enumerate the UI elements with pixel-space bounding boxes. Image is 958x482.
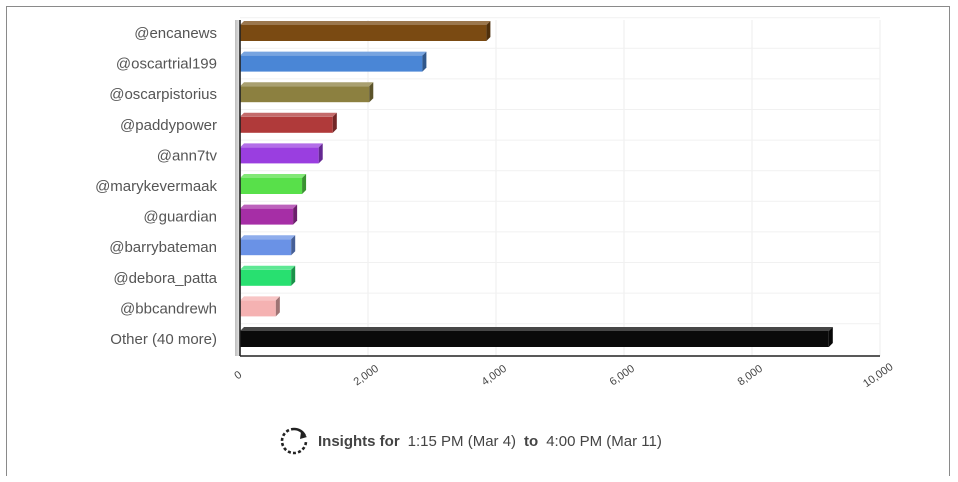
chart-frame bbox=[6, 6, 950, 476]
bar[interactable] bbox=[240, 296, 280, 317]
category-label: @oscarpistorius bbox=[109, 86, 217, 103]
insights-footer: Insights for 1:15 PM (Mar 4) to 4:00 PM … bbox=[278, 424, 662, 458]
bar-side bbox=[828, 327, 833, 347]
bar[interactable] bbox=[240, 112, 337, 133]
bar-side bbox=[291, 235, 296, 256]
bar-side bbox=[332, 112, 337, 133]
bar-side bbox=[486, 21, 491, 41]
bar[interactable] bbox=[240, 235, 296, 256]
category-labels: @encanews @oscartrial199 @oscarpistorius @p… bbox=[95, 25, 218, 348]
category-label: @debora_patta bbox=[113, 270, 217, 287]
bar-top bbox=[240, 235, 296, 240]
category-label: @oscartrial199 bbox=[116, 56, 217, 73]
insights-prefix: Insights for bbox=[318, 432, 400, 450]
insights-start: 1:15 PM (Mar 4) bbox=[407, 432, 517, 450]
x-tick-label: 10,000 bbox=[861, 361, 895, 390]
insights-end: 4:00 PM (Mar 11) bbox=[546, 432, 662, 450]
bar-top bbox=[240, 327, 833, 331]
bar-face bbox=[240, 331, 829, 347]
bar-side bbox=[293, 204, 298, 225]
bar[interactable] bbox=[240, 51, 427, 72]
bar-top bbox=[240, 21, 491, 25]
bar-top bbox=[240, 265, 296, 270]
x-tick-label: 0 bbox=[232, 369, 244, 382]
bar-side bbox=[291, 265, 296, 286]
bar-face bbox=[240, 25, 487, 41]
bar-face bbox=[240, 208, 294, 225]
bar-face bbox=[240, 239, 292, 256]
axis-wall bbox=[235, 20, 240, 356]
bar-face bbox=[240, 178, 303, 194]
axes bbox=[235, 20, 880, 357]
category-label: @guardian bbox=[143, 209, 217, 226]
bar[interactable] bbox=[240, 82, 374, 103]
bar-side bbox=[369, 82, 374, 103]
bar-top bbox=[240, 82, 374, 87]
bar-side bbox=[302, 174, 307, 194]
bar-side bbox=[318, 143, 323, 164]
category-label: Other (40 more) bbox=[110, 331, 217, 348]
category-label: @marykevermaak bbox=[95, 178, 217, 195]
bar-top bbox=[240, 204, 298, 209]
grid-lines bbox=[239, 17, 881, 356]
bar-top bbox=[240, 143, 323, 148]
category-label: @paddypower bbox=[120, 117, 217, 134]
bar-face bbox=[240, 269, 292, 286]
bar[interactable] bbox=[240, 327, 833, 347]
bar-face bbox=[240, 55, 423, 72]
category-label: @encanews bbox=[134, 25, 217, 42]
bar[interactable] bbox=[240, 174, 307, 194]
bar-top bbox=[240, 112, 337, 117]
refresh-icon[interactable] bbox=[278, 425, 310, 457]
bar[interactable] bbox=[240, 265, 296, 286]
bar-top bbox=[240, 296, 280, 301]
bar-face bbox=[240, 86, 370, 103]
bar-face bbox=[240, 300, 276, 317]
insights-connector: to bbox=[524, 432, 539, 450]
bar-face bbox=[240, 147, 319, 164]
x-tick-label: 6,000 bbox=[608, 363, 637, 389]
category-label: @barrybateman bbox=[109, 239, 217, 256]
bar-top bbox=[240, 174, 307, 178]
category-label: @ann7tv bbox=[157, 147, 218, 164]
bar[interactable] bbox=[240, 143, 323, 164]
bar-side bbox=[275, 296, 280, 317]
x-tick-labels: 0 2,000 4,000 6,000 8,000 10,000 bbox=[232, 361, 895, 390]
x-tick-label: 4,000 bbox=[480, 363, 509, 389]
bar[interactable] bbox=[240, 204, 298, 225]
bar[interactable] bbox=[240, 21, 491, 41]
category-label: @bbcandrewh bbox=[120, 300, 217, 317]
x-tick-label: 8,000 bbox=[736, 363, 765, 389]
x-tick-label: 2,000 bbox=[352, 363, 381, 389]
bar-side bbox=[422, 51, 427, 72]
bar-top bbox=[240, 51, 427, 56]
bar-face bbox=[240, 116, 333, 133]
bars bbox=[240, 21, 833, 347]
